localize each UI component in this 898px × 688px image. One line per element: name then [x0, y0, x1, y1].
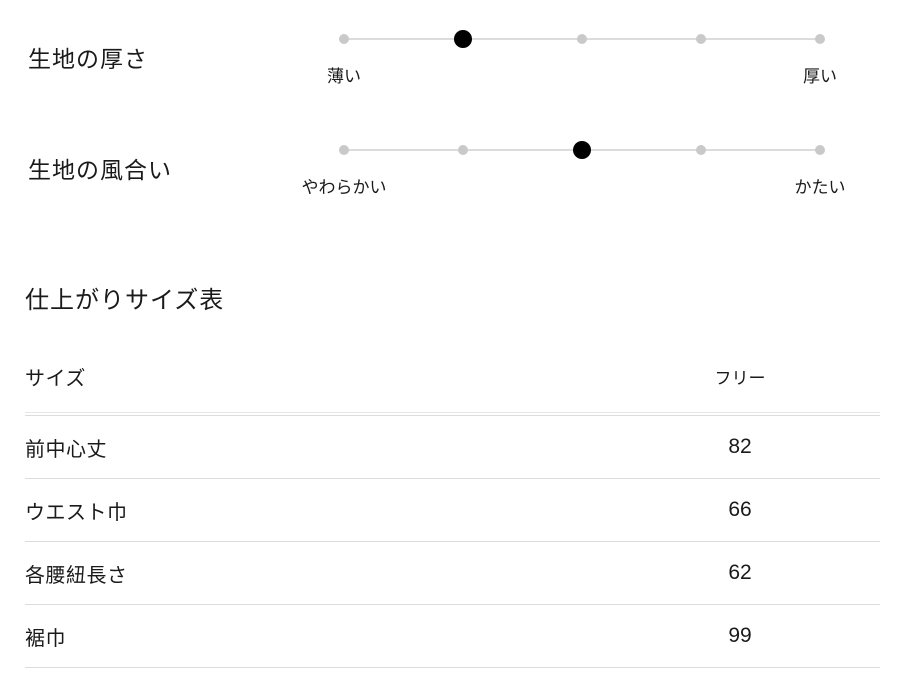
size-table: サイズ フリー 前中心丈 82 ウエスト巾 66 各腰紐長さ 62 裾巾 99	[25, 368, 880, 668]
fabric-texture-track	[339, 141, 825, 159]
measurement-label: 各腰紐長さ	[25, 564, 128, 587]
measurement-value: 62	[728, 561, 752, 584]
header-divider-gap	[25, 413, 880, 416]
measurement-value: 66	[728, 498, 752, 521]
slider-dot	[815, 145, 825, 155]
fabric-thickness-row: 生地の厚さ 薄い 厚い	[28, 30, 898, 88]
slider-dot-selected	[573, 141, 591, 159]
slider-dot	[339, 145, 349, 155]
table-row: 裾巾 99	[25, 605, 880, 668]
table-row: 各腰紐長さ 62	[25, 542, 880, 605]
size-column-header: サイズ	[25, 368, 86, 390]
table-row: 前中心丈 82	[25, 416, 880, 479]
fabric-texture-label: 生地の風合い	[28, 157, 172, 183]
fabric-thickness-scale: 薄い 厚い	[327, 30, 837, 88]
scale-min-label: やわらかい	[301, 178, 387, 197]
free-size-column-header: フリー	[714, 369, 766, 388]
slider-dot	[339, 34, 349, 44]
size-table-accordion-header[interactable]: 仕上がりサイズ表	[0, 286, 898, 316]
measurement-label: ウエスト巾	[25, 501, 128, 524]
size-table-header-row: サイズ フリー	[25, 368, 880, 413]
slider-dot	[458, 145, 468, 155]
scale-max-label: かたい	[794, 178, 846, 197]
fabric-thickness-track	[339, 30, 825, 48]
measurement-value: 99	[728, 624, 752, 647]
fabric-attributes-section: 生地の厚さ 薄い 厚い 生地の風合い やわらかい かたい	[0, 0, 898, 199]
slider-dot-selected	[454, 30, 472, 48]
size-table-title: 仕上がりサイズ表	[25, 287, 225, 314]
fabric-texture-scale: やわらかい かたい	[302, 141, 846, 199]
scale-max-label: 厚い	[803, 67, 837, 86]
measurement-label: 前中心丈	[25, 438, 107, 461]
measurement-label: 裾巾	[25, 627, 66, 650]
scale-min-label: 薄い	[327, 67, 361, 86]
fabric-thickness-label: 生地の厚さ	[28, 46, 148, 72]
fabric-texture-end-labels: やわらかい かたい	[302, 177, 846, 199]
fabric-texture-row: 生地の風合い やわらかい かたい	[28, 141, 898, 199]
measurement-value: 82	[728, 435, 752, 458]
table-row: ウエスト巾 66	[25, 479, 880, 542]
fabric-thickness-end-labels: 薄い 厚い	[327, 66, 837, 88]
slider-dot	[577, 34, 587, 44]
slider-dot	[696, 145, 706, 155]
slider-dot	[696, 34, 706, 44]
slider-dot	[815, 34, 825, 44]
